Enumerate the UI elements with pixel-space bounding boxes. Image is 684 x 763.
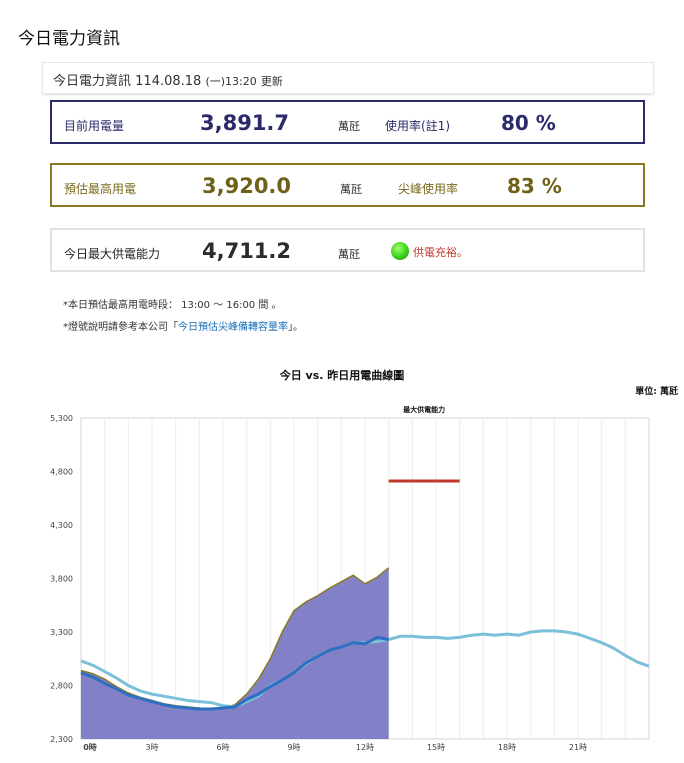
x-tick-label: 6時 bbox=[216, 743, 229, 752]
note-peak-period: *本日預估最高用電時段： 13:00 ～ 16:00 間 。 bbox=[63, 300, 282, 311]
max-supply-value: 4,711.2 bbox=[202, 239, 292, 263]
peak-load-label: 預估最高用電 bbox=[64, 182, 137, 196]
y-tick-label: 5,300 bbox=[50, 414, 73, 423]
max-supply-card: 今日最大供電能力 4,711.2 萬瓩 供電充裕。 bbox=[50, 228, 645, 272]
current-load-label: 目前用電量 bbox=[64, 119, 125, 133]
peak-rate-value: 83 % bbox=[507, 174, 562, 198]
x-tick-label: 3時 bbox=[145, 743, 158, 752]
usage-rate-label: 使用率(註1) bbox=[385, 119, 450, 133]
supply-status-light-icon bbox=[391, 242, 409, 260]
x-tick-label: 15時 bbox=[427, 743, 445, 752]
y-tick-label: 3,300 bbox=[50, 628, 73, 637]
note-light-prefix: *燈號說明請參考本公司「 bbox=[63, 322, 178, 333]
today-load-area bbox=[81, 567, 389, 739]
y-tick-label: 4,800 bbox=[50, 468, 73, 477]
header-date: 114.08.18 bbox=[135, 74, 202, 89]
peak-rate-label: 尖峰使用率 bbox=[398, 182, 459, 196]
current-load-card: 目前用電量 3,891.7 萬瓩 使用率(註1) 80 % bbox=[50, 100, 645, 144]
power-info-panel: 今日電力資訊 114.08.18 (一)13:20 更新 目前用電量 3,891… bbox=[42, 62, 654, 292]
x-tick-label: 12時 bbox=[356, 743, 374, 752]
x-tick-label: 0時 bbox=[83, 742, 97, 752]
today-load-edge bbox=[80, 567, 390, 710]
note-light-suffix: 」。 bbox=[288, 322, 303, 333]
x-tick-label: 18時 bbox=[498, 743, 516, 752]
header-title: 今日電力資訊 bbox=[53, 74, 132, 89]
max-supply-unit: 萬瓩 bbox=[338, 248, 360, 261]
y-tick-label: 4,300 bbox=[50, 521, 73, 530]
max-supply-label: 最大供電能力 bbox=[403, 405, 445, 414]
chart-title: 今日 vs. 昨日用電曲線圖 bbox=[279, 369, 405, 382]
info-header: 今日電力資訊 114.08.18 (一)13:20 更新 bbox=[42, 62, 654, 94]
info-header-text: 今日電力資訊 114.08.18 (一)13:20 更新 bbox=[53, 70, 283, 89]
max-supply-label: 今日最大供電能力 bbox=[64, 247, 161, 261]
load-curve-chart: 2,300 2,800 3,300 3,800 4,300 4,800 5,300 0時 3時 6… bbox=[50, 405, 650, 752]
page-title: 今日電力資訊 bbox=[18, 29, 120, 49]
today-line bbox=[80, 635, 389, 711]
y-tick-label: 2,800 bbox=[50, 682, 73, 691]
y-tick-label: 2,300 bbox=[50, 735, 73, 744]
current-load-unit: 萬瓩 bbox=[338, 120, 360, 133]
y-tick-label: 3,800 bbox=[50, 575, 73, 584]
note-light-explanation: *燈號說明請參考本公司「今日預估尖峰備轉容量率」。 bbox=[63, 318, 303, 333]
header-updated-label: 更新 bbox=[260, 75, 283, 88]
x-tick-label: 21時 bbox=[569, 743, 587, 752]
current-load-value: 3,891.7 bbox=[200, 111, 290, 135]
usage-rate-value: 80 % bbox=[501, 111, 556, 135]
x-tick-label: 9時 bbox=[287, 743, 300, 752]
supply-status-text: 供電充裕。 bbox=[413, 246, 468, 259]
peak-load-card: 預估最高用電 3,920.0 萬瓩 尖峰使用率 83 % bbox=[50, 163, 645, 207]
peak-load-value: 3,920.0 bbox=[202, 174, 292, 198]
reserve-margin-link[interactable]: 今日預估尖峰備轉容量率 bbox=[178, 322, 288, 333]
chart-unit-label: 單位: 萬瓩 bbox=[635, 387, 678, 397]
header-weekday-time: (一)13:20 bbox=[205, 75, 257, 88]
peak-load-unit: 萬瓩 bbox=[340, 183, 362, 196]
